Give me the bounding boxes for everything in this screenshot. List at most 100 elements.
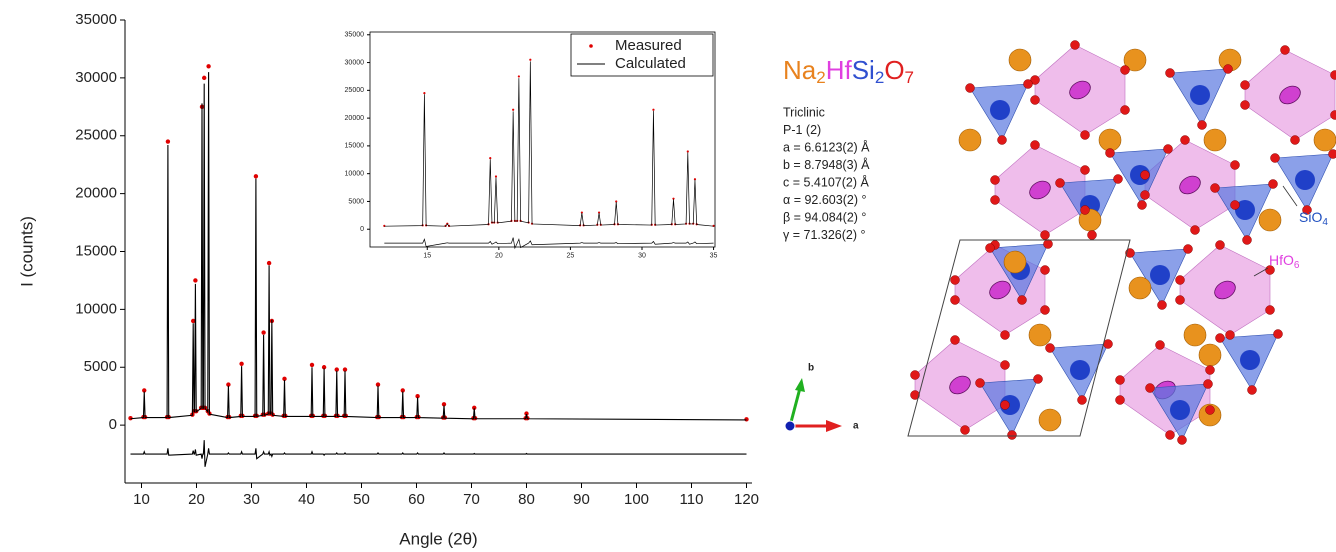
o-atom (990, 195, 1000, 205)
o-atom (960, 425, 970, 435)
y-tick-label: 15000 (345, 143, 365, 150)
y-tick-label: 5000 (84, 358, 117, 375)
axis-b-arrow (788, 387, 802, 427)
axis-a-label: a (853, 421, 859, 432)
y-tick-label: 30000 (75, 69, 117, 86)
formula-part: 2 (816, 68, 825, 87)
measured-point (517, 75, 520, 78)
o-atom (965, 83, 975, 93)
legend-label: Measured (615, 37, 682, 54)
cell-parameter: β = 94.084(2) ° (783, 210, 866, 224)
measured-point (261, 330, 266, 335)
measured-point (744, 417, 749, 422)
legend-label: Calculated (615, 55, 686, 72)
measured-point (202, 75, 207, 81)
measured-point (512, 108, 515, 111)
measured-point (423, 92, 426, 95)
measured-point (309, 362, 315, 368)
o-atom (997, 135, 1007, 145)
o-atom (1242, 235, 1252, 245)
na-atom (1198, 403, 1222, 427)
measured-point (239, 361, 244, 366)
x-tick-label: 110 (680, 491, 704, 508)
o-atom (985, 243, 995, 253)
o-atom (1000, 400, 1010, 410)
o-atom (1215, 240, 1225, 250)
na-atom (1098, 128, 1122, 152)
na-atom (1203, 128, 1227, 152)
o-atom (1328, 149, 1336, 159)
o-atom (1077, 395, 1087, 405)
x-axis-label: Angle (2θ) (399, 529, 477, 548)
x-tick-label: 90 (573, 491, 590, 508)
x-tick-label: 40 (298, 491, 315, 508)
si-atom (1150, 265, 1170, 285)
o-atom (975, 378, 985, 388)
o-atom (1137, 200, 1147, 210)
y-tick-label: 25000 (345, 87, 365, 94)
o-atom (1017, 295, 1027, 305)
o-atom (1030, 140, 1040, 150)
o-atom (1040, 265, 1050, 275)
measured-point (282, 376, 287, 382)
cell-parameter: α = 92.603(2) ° (783, 193, 866, 207)
measured-point (494, 175, 498, 178)
measured-point (321, 365, 327, 370)
o-atom (1190, 225, 1200, 235)
o-atom (1113, 174, 1123, 184)
o-atom (1180, 135, 1190, 145)
measured-point (375, 382, 381, 387)
o-atom (1140, 190, 1150, 200)
measured-point (415, 393, 420, 399)
measured-point (529, 58, 532, 61)
x-tick-label: 70 (463, 491, 480, 508)
measured-point (165, 139, 171, 144)
o-atom (1140, 170, 1150, 180)
o-atom (1040, 305, 1050, 315)
o-atom (950, 295, 960, 305)
o-atom (950, 275, 960, 285)
o-atom (1000, 360, 1010, 370)
measured-point (489, 157, 492, 160)
x-tick-label: 10 (133, 491, 150, 508)
measured-point (652, 108, 655, 111)
cell-parameter: c = 5.4107(2) Å (783, 174, 869, 189)
o-atom (1043, 239, 1053, 249)
o-atom (1268, 179, 1278, 189)
si-atom (1295, 170, 1315, 190)
si-atom (990, 100, 1010, 120)
difference-line (130, 440, 747, 467)
y-tick-label: 30000 (345, 59, 365, 66)
y-tick-label: 20000 (75, 185, 117, 202)
formula: Na2HfSi2O7 (783, 55, 914, 88)
measured-point (441, 402, 447, 407)
polyhedron-label: HfO6 (1269, 252, 1300, 271)
o-atom (1080, 130, 1090, 140)
o-atom (1215, 333, 1225, 343)
measured-point (686, 150, 689, 153)
o-atom (1145, 383, 1155, 393)
o-atom (1087, 230, 1097, 240)
measured-point (128, 415, 133, 421)
y-tick-label: 35000 (345, 32, 365, 39)
o-atom (1105, 148, 1115, 158)
si-atom (1240, 350, 1260, 370)
measured-point (253, 174, 259, 179)
na-atom (1198, 343, 1222, 367)
axis-origin (784, 420, 796, 432)
measured-point (672, 197, 675, 200)
hf-atom (949, 375, 971, 395)
polyhedron-label: SiO4 (1299, 209, 1328, 228)
y-tick-label: 10000 (75, 300, 117, 317)
na-atom (1313, 128, 1336, 152)
o-atom (1223, 64, 1233, 74)
plot-frame (369, 31, 716, 248)
y-tick-label: 0 (109, 416, 117, 433)
si-atom (1070, 360, 1090, 380)
o-atom (1230, 160, 1240, 170)
measured-point (191, 318, 196, 324)
o-atom (1030, 95, 1040, 105)
y-tick-label: 25000 (75, 127, 117, 144)
measured-point (226, 382, 231, 387)
